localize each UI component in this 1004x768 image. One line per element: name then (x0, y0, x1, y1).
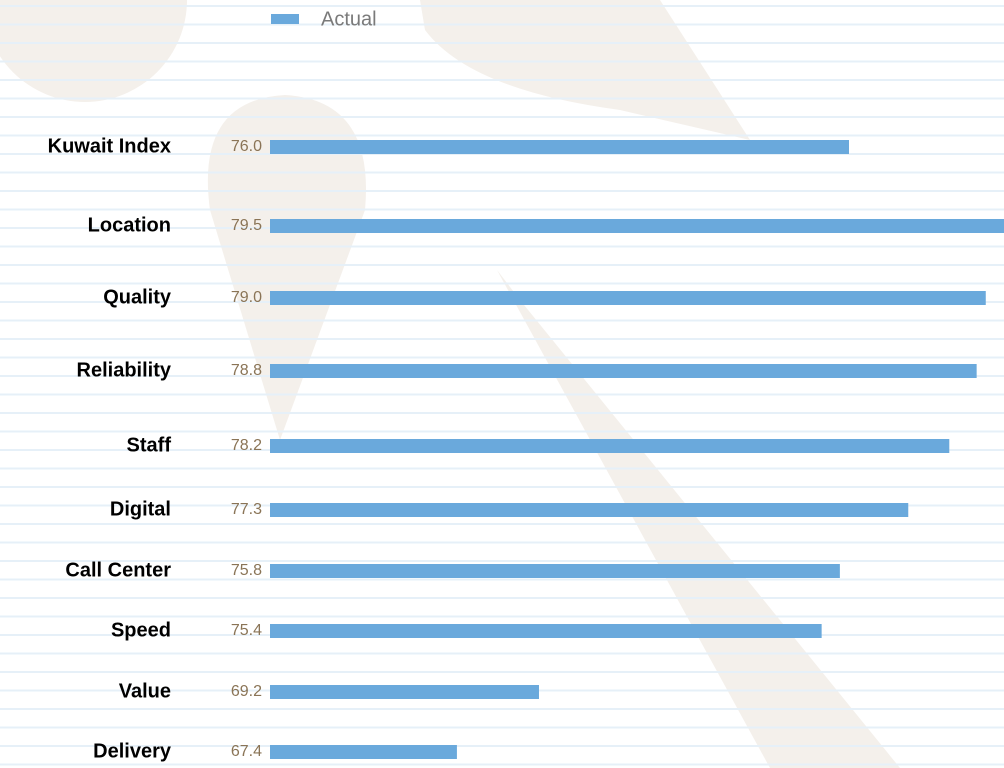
value-label: 69.2 (231, 683, 262, 700)
category-label: Call Center (65, 559, 171, 581)
legend: Actual (271, 8, 377, 30)
category-label: Reliability (77, 359, 172, 381)
value-label: 75.8 (231, 562, 262, 579)
stripes (0, 5, 1004, 766)
bar (270, 140, 849, 154)
bar (270, 685, 539, 699)
value-label: 79.0 (231, 289, 262, 306)
legend-swatch (271, 14, 299, 24)
bar (270, 503, 909, 517)
value-label: 77.3 (231, 501, 262, 518)
bar (270, 291, 986, 305)
category-label: Location (88, 214, 171, 236)
bar (270, 745, 457, 759)
bar (270, 564, 840, 578)
legend-label: Actual (321, 8, 377, 30)
value-label: 75.4 (231, 622, 262, 639)
bar (270, 219, 1004, 233)
category-label: Value (119, 680, 171, 702)
bar (270, 364, 977, 378)
bar (270, 439, 950, 453)
category-label: Kuwait Index (48, 135, 171, 157)
value-label: 78.8 (231, 362, 262, 379)
category-label: Delivery (93, 740, 172, 762)
bar (270, 624, 822, 638)
decor-drop (207, 95, 366, 440)
value-label: 79.5 (231, 217, 262, 234)
value-label: 78.2 (231, 437, 262, 454)
category-label: Quality (103, 286, 172, 308)
decor-slash (497, 270, 900, 768)
value-label: 76.0 (231, 138, 262, 155)
plot: Kuwait Index 76.0 Location 79.5 Quality 79.0 R… (48, 135, 1004, 762)
value-label: 67.4 (231, 743, 262, 760)
decor-shape (420, 0, 750, 140)
category-label: Digital (110, 498, 171, 520)
category-label: Speed (111, 619, 171, 641)
decor-circle (0, 0, 187, 102)
category-label: Staff (127, 434, 172, 456)
